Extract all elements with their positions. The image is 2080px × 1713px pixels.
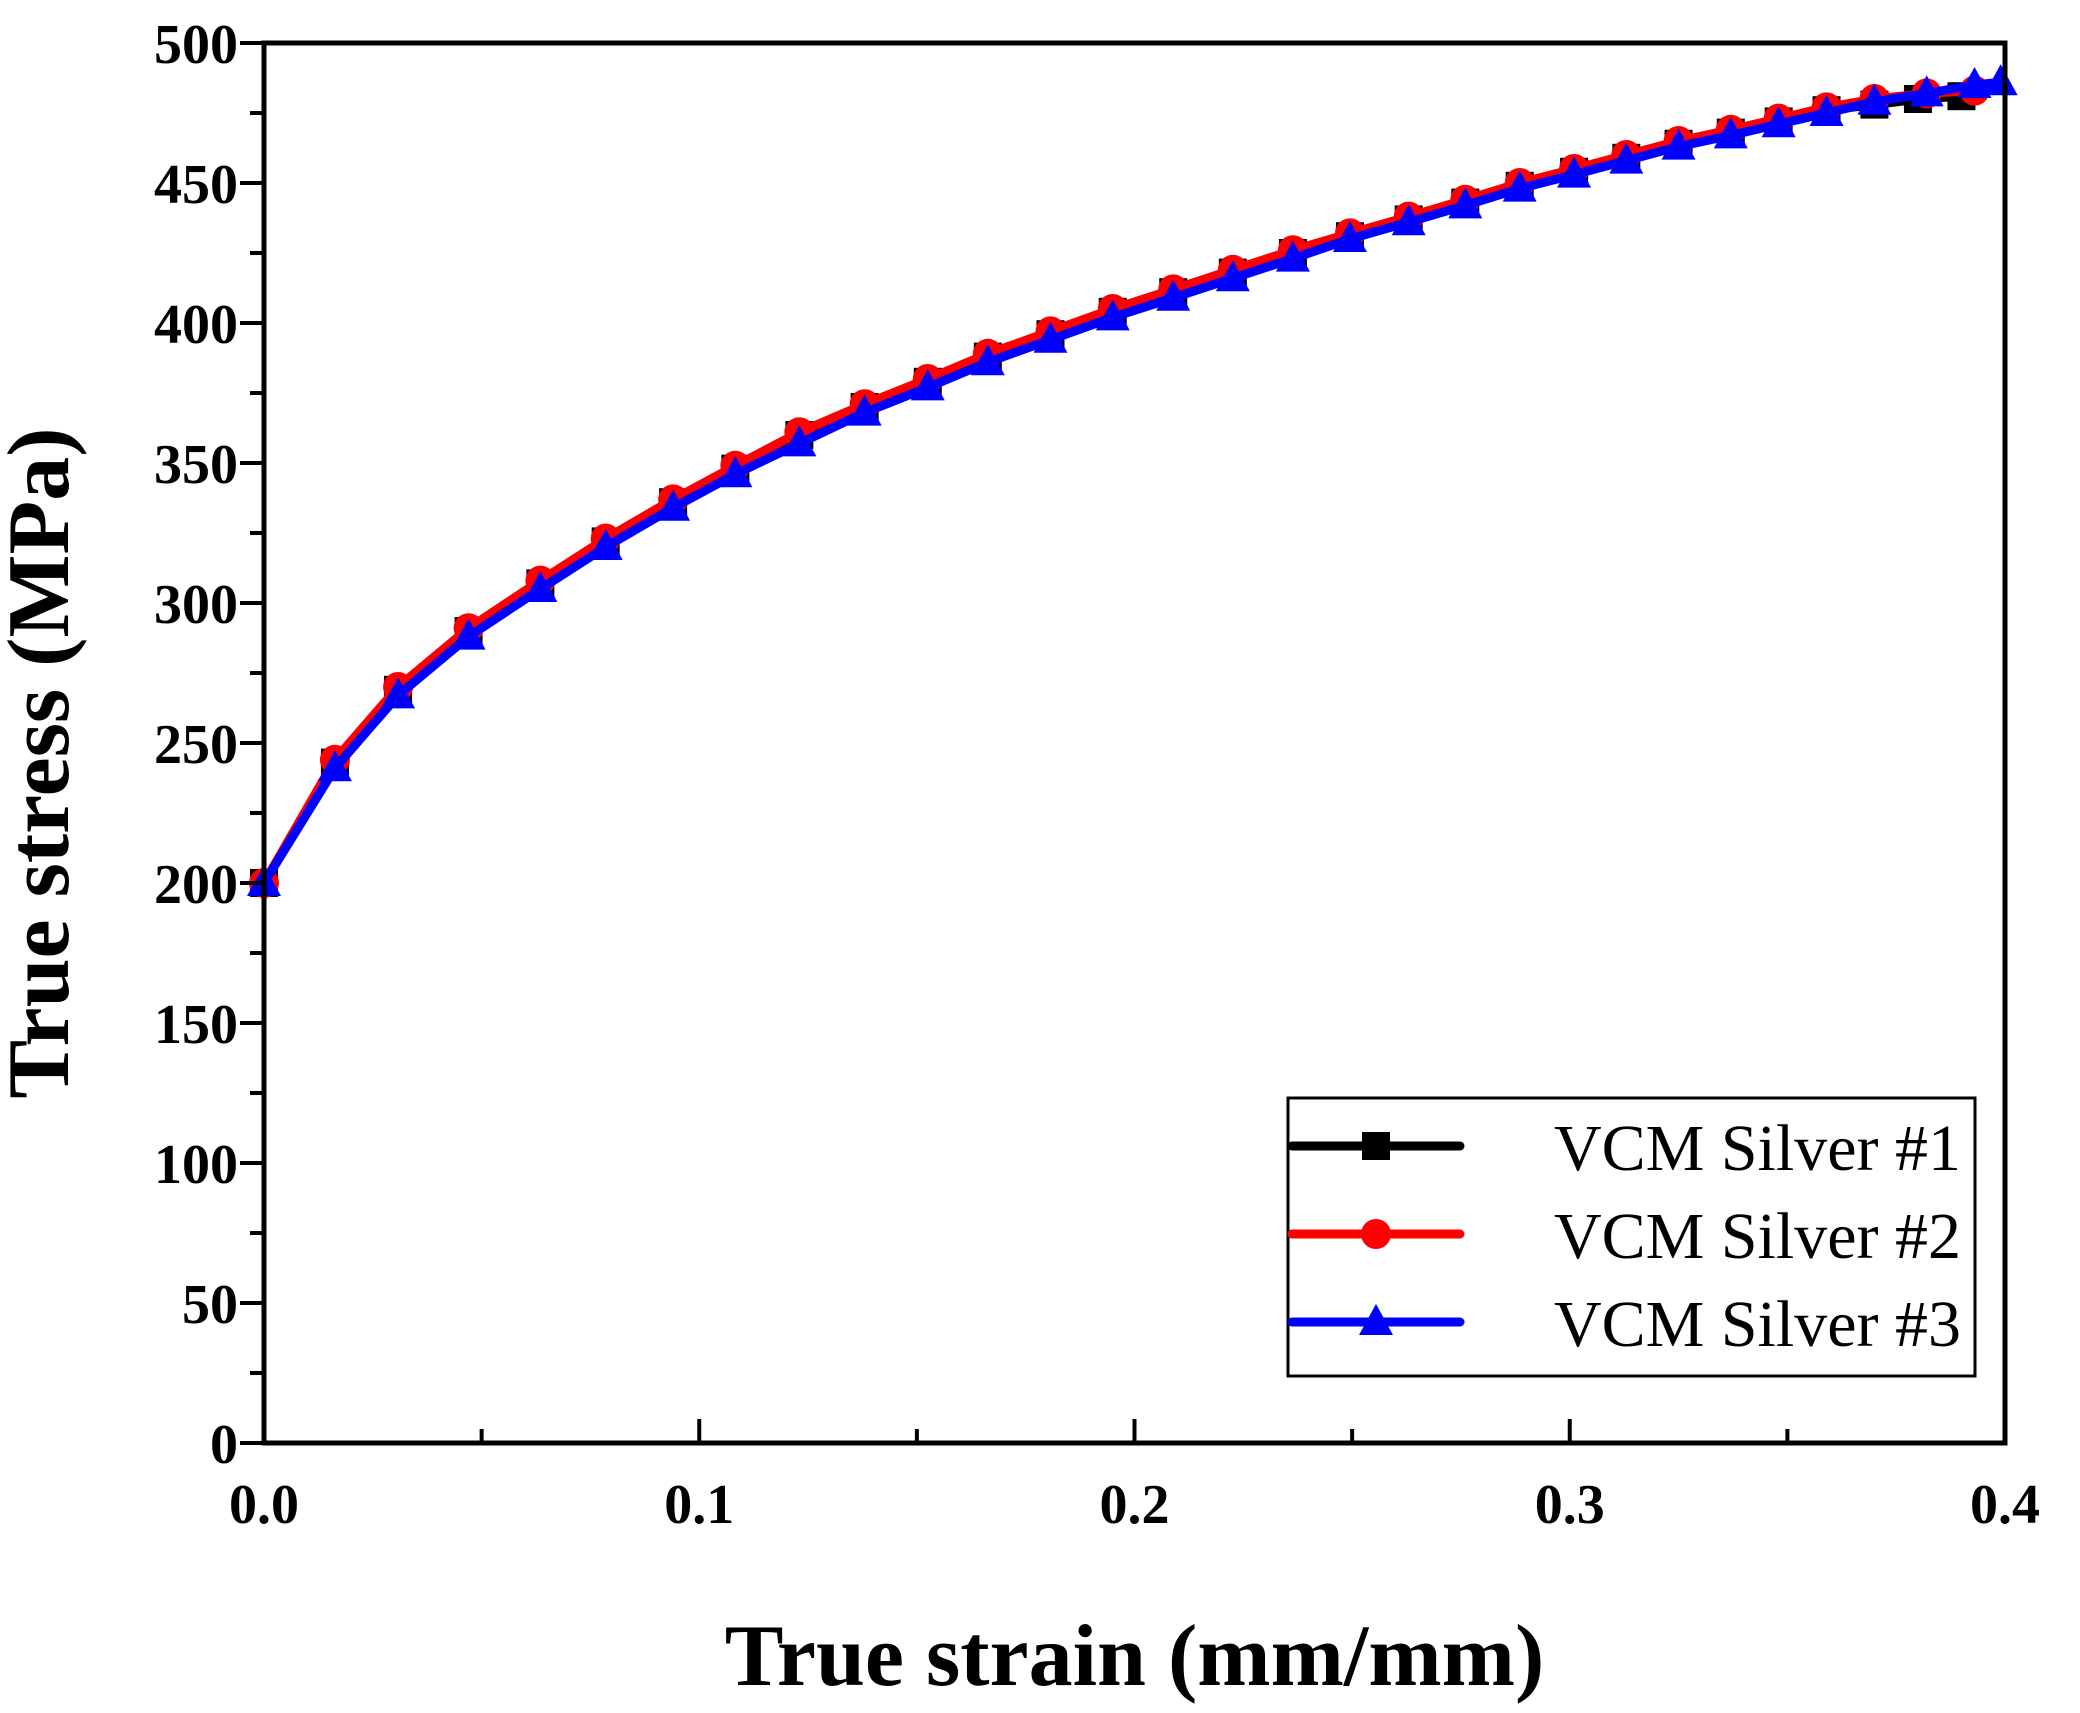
y-tick-label: 250 xyxy=(154,714,238,776)
series-3-point xyxy=(523,571,558,602)
series-3-point xyxy=(1448,187,1483,219)
series-3-point xyxy=(588,529,623,560)
legend-label: VCM Silver #3 xyxy=(1554,1288,1961,1361)
y-tick-label: 350 xyxy=(154,434,238,496)
series-3-point xyxy=(1761,106,1796,138)
legend-label: VCM Silver #2 xyxy=(1554,1200,1961,1273)
series-3-point xyxy=(1557,156,1592,188)
y-axis-label: True stress (MPa) xyxy=(0,427,88,1098)
series-layer xyxy=(247,64,2018,898)
series-3-point xyxy=(1957,67,1992,98)
series-3-point xyxy=(847,394,882,426)
series-3-point xyxy=(1713,117,1748,149)
legend-entry: VCM Silver #2 xyxy=(1287,1200,1961,1273)
series-3-point xyxy=(317,750,352,782)
y-tick-label: 500 xyxy=(154,14,238,76)
y-tick-label: 300 xyxy=(154,574,238,636)
legend-entry: VCM Silver #3 xyxy=(1287,1288,1961,1361)
legend: VCM Silver #1 VCM Silver #2 VCM Silver #3 xyxy=(1286,1096,1977,1378)
legend-entry: VCM Silver #1 xyxy=(1287,1112,1961,1185)
y-tick-label: 100 xyxy=(154,1134,238,1196)
series-3-point xyxy=(970,344,1005,376)
series-3 xyxy=(247,64,2018,896)
series-3-point xyxy=(1909,75,1944,107)
x-tick-label: 0.4 xyxy=(1970,1474,2040,1536)
series-3-point xyxy=(718,456,753,488)
y-tick-label: 0 xyxy=(210,1414,238,1476)
series-3-point xyxy=(782,425,817,457)
y-tick-label: 400 xyxy=(154,294,238,356)
series-3-point xyxy=(1275,240,1310,272)
x-axis-label: True strain (mm/mm) xyxy=(725,1608,1545,1705)
series-3-point xyxy=(451,618,486,650)
y-axis: 0 50 100 150 200 250 300 350 400 450 500 xyxy=(154,14,264,1476)
x-tick-label: 0.3 xyxy=(1535,1474,1605,1536)
x-axis: 0.0 0.1 0.2 0.3 0.4 xyxy=(229,1419,2040,1536)
series-3-point xyxy=(381,677,416,709)
series-3-point xyxy=(1332,221,1367,252)
y-tick-label: 450 xyxy=(154,154,238,216)
x-tick-label: 0.2 xyxy=(1100,1474,1170,1536)
series-3-point xyxy=(910,369,945,401)
y-tick-label: 150 xyxy=(154,994,238,1056)
legend-marker xyxy=(1361,1219,1391,1249)
series-3-point xyxy=(1809,95,1844,126)
legend-marker xyxy=(1362,1132,1390,1160)
series-3-point xyxy=(1156,279,1191,311)
y-tick-label: 200 xyxy=(154,854,238,916)
series-3-point xyxy=(1502,170,1537,202)
series-3-point xyxy=(1033,321,1068,353)
legend-marker xyxy=(1359,1304,1393,1335)
x-tick-label: 0.0 xyxy=(229,1474,299,1536)
series-3-point xyxy=(1609,142,1644,174)
legend-label: VCM Silver #1 xyxy=(1554,1112,1961,1185)
series-3-point xyxy=(1391,204,1426,236)
series-3-point xyxy=(656,489,691,521)
series-3-point xyxy=(1095,299,1130,331)
y-tick-label: 50 xyxy=(182,1274,238,1336)
series-3-point xyxy=(1983,64,2018,96)
series-3-point xyxy=(1661,128,1696,160)
series-3-point xyxy=(1857,83,1892,115)
x-tick-label: 0.1 xyxy=(664,1474,734,1536)
series-3-point xyxy=(1215,260,1250,292)
